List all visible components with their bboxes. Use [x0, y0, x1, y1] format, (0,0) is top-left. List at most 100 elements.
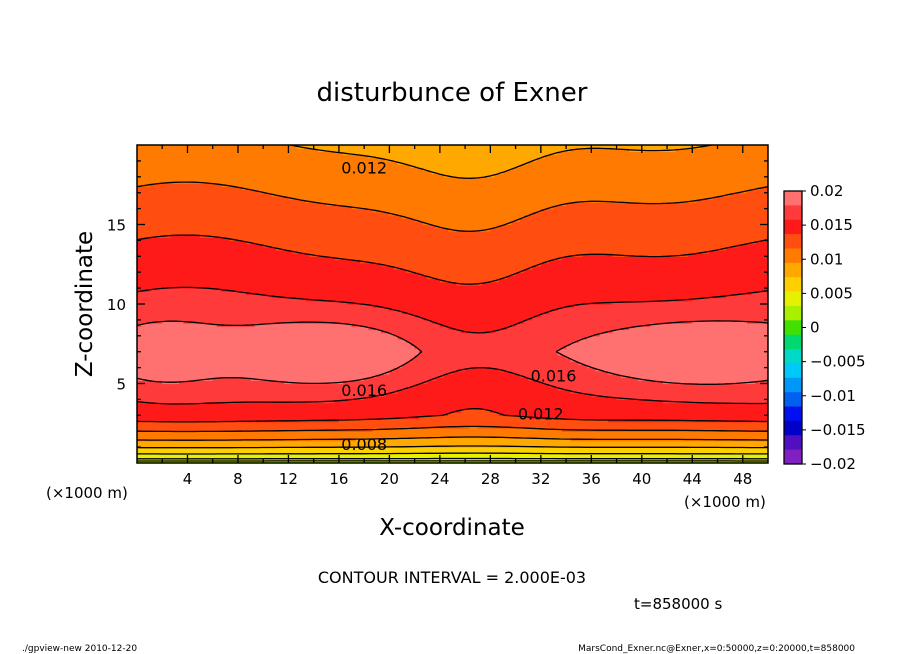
contour-cell	[246, 440, 252, 445]
contour-cell	[221, 186, 226, 191]
contour-cell	[263, 415, 269, 420]
contour-cell	[179, 383, 184, 388]
contour-cell	[174, 208, 180, 213]
contour-cell	[183, 278, 189, 283]
contour-cell	[212, 154, 218, 159]
contour-cell	[174, 211, 180, 216]
contour-cell	[149, 313, 155, 318]
contour-cell	[313, 154, 319, 159]
contour-cell	[229, 170, 235, 175]
contour-cell	[153, 332, 159, 337]
contour-cell	[280, 304, 285, 308]
contour-cell	[330, 148, 336, 152]
contour-cell	[334, 329, 340, 334]
contour-cell	[254, 145, 260, 149]
contour-cell	[208, 253, 214, 257]
contour-cell	[187, 256, 193, 261]
contour-cell	[292, 304, 298, 308]
contour-cell	[313, 269, 319, 273]
contour-cell	[309, 393, 315, 397]
contour-cell	[313, 294, 319, 299]
contour-cell	[343, 199, 348, 203]
contour-cell	[322, 262, 327, 267]
contour-cell	[225, 440, 231, 445]
contour-cell	[216, 418, 222, 423]
contour-cell	[174, 323, 180, 327]
contour-cell	[334, 335, 340, 340]
contour-cell	[267, 208, 273, 213]
contour-cell	[221, 316, 226, 321]
contour-cell	[284, 386, 290, 391]
contour-cell	[322, 440, 327, 445]
contour-cell	[309, 151, 315, 156]
contour-cell	[158, 275, 163, 280]
contour-cell	[317, 265, 323, 270]
contour-cell	[179, 145, 184, 149]
contour-cell	[242, 415, 247, 420]
contour-cell	[263, 145, 269, 149]
contour-cell	[149, 202, 155, 207]
contour-cell	[212, 275, 218, 280]
contour-cell	[263, 288, 269, 292]
contour-cell	[275, 361, 281, 366]
contour-cell	[280, 192, 285, 197]
contour-cell	[309, 300, 315, 305]
contour-cell	[250, 173, 256, 178]
contour-cell	[280, 253, 285, 257]
contour-cell	[216, 364, 222, 369]
contour-cell	[158, 348, 163, 353]
contour-cell	[195, 291, 201, 296]
contour-cell	[137, 278, 142, 283]
contour-cell	[305, 364, 311, 369]
contour-cell	[343, 265, 348, 270]
contour-cell	[233, 218, 239, 222]
contour-cell	[216, 440, 222, 445]
contour-cell	[191, 300, 197, 305]
contour-cell	[309, 157, 315, 162]
contour-cell	[174, 275, 180, 280]
contour-cell	[149, 380, 155, 385]
contour-cell	[237, 211, 243, 216]
contour-cell	[170, 440, 176, 445]
contour-cell	[322, 402, 327, 407]
contour-cell	[187, 269, 193, 273]
contour-cell	[179, 214, 184, 219]
contour-cell	[183, 145, 189, 149]
contour-cell	[183, 237, 189, 241]
contour-cell	[250, 329, 256, 334]
contour-cell	[267, 326, 273, 331]
contour-cell	[145, 335, 151, 340]
contour-cell	[170, 164, 176, 168]
contour-cell	[305, 412, 311, 416]
contour-cell	[296, 262, 302, 267]
contour-cell	[229, 418, 235, 423]
contour-cell	[284, 345, 290, 350]
contour-cell	[334, 431, 340, 435]
contour-cell	[137, 164, 142, 168]
contour-cell	[200, 297, 205, 302]
contour-cell	[216, 428, 222, 432]
contour-cell	[284, 326, 290, 331]
contour-cell	[179, 297, 184, 302]
contour-cell	[162, 428, 168, 432]
contour-cell	[225, 380, 231, 385]
contour-cell	[258, 205, 264, 210]
contour-cell	[174, 284, 180, 289]
contour-cell	[271, 224, 277, 229]
contour-cell	[280, 370, 285, 375]
contour-cell	[208, 399, 214, 404]
contour-cell	[326, 151, 332, 156]
contour-cell	[263, 151, 269, 156]
contour-cell	[301, 326, 306, 331]
contour-cell	[145, 418, 151, 423]
contour-cell	[237, 249, 243, 254]
contour-cell	[229, 275, 235, 280]
contour-cell	[141, 323, 147, 327]
contour-cell	[288, 208, 294, 213]
contour-cell	[263, 173, 269, 178]
contour-cell	[137, 275, 142, 280]
contour-cell	[309, 434, 315, 439]
contour-cell	[296, 284, 302, 289]
contour-cell	[145, 224, 151, 229]
contour-cell	[326, 431, 332, 435]
